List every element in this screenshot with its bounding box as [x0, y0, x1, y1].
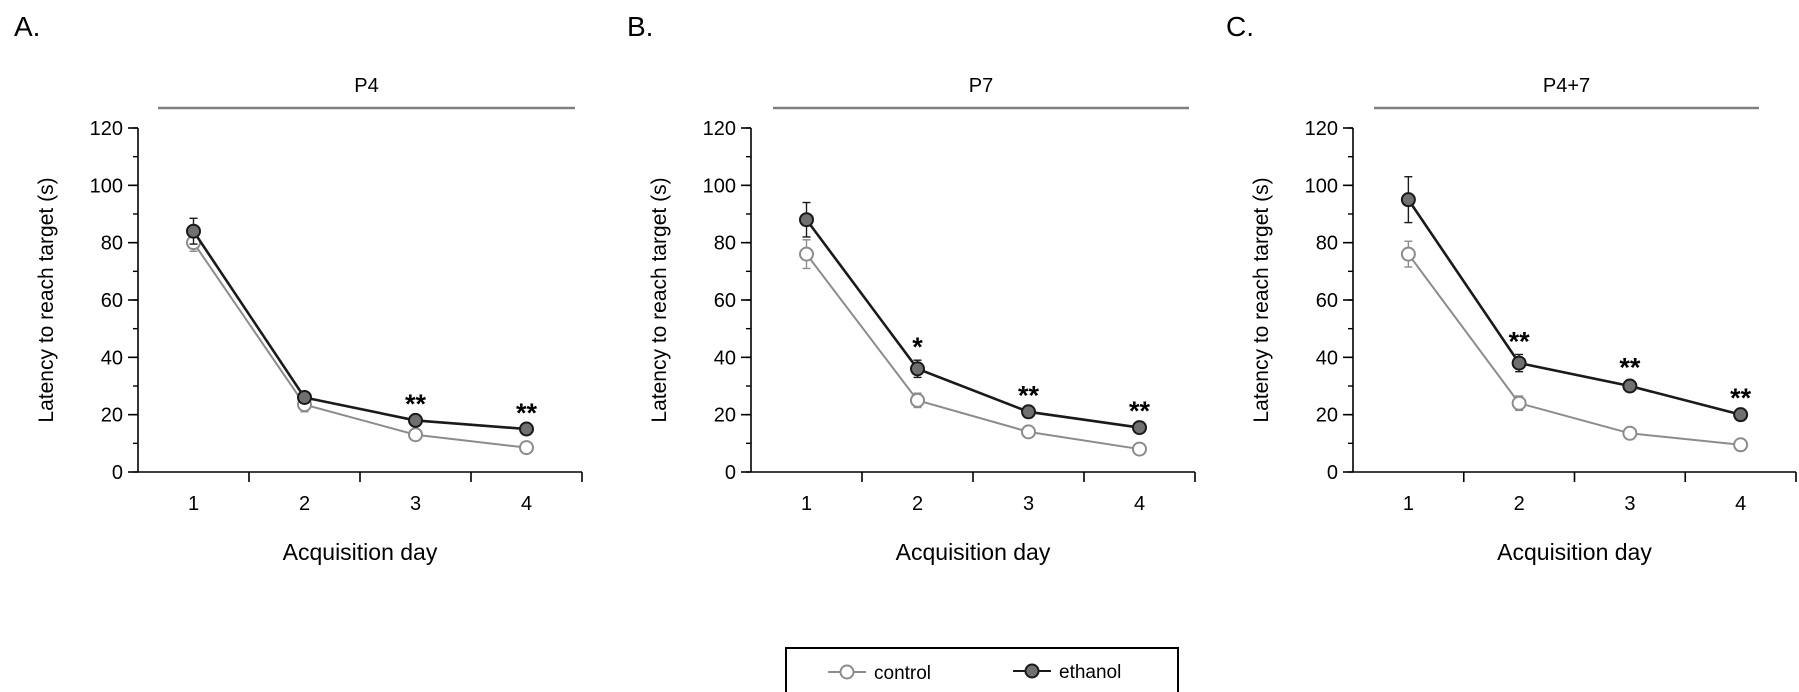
y-axis-label: Latency to reach target (s) — [1250, 177, 1273, 422]
data-point-ethanol — [1511, 355, 1527, 371]
y-tick-label: 60 — [101, 290, 123, 312]
y-tick-label: 120 — [90, 118, 123, 140]
legend-ethanol-marker — [1024, 663, 1040, 679]
data-point-control — [1733, 437, 1749, 453]
group-label: P4+7 — [1543, 75, 1590, 97]
x-axis-label: Acquisition day — [896, 539, 1051, 565]
y-tick-label: 100 — [90, 175, 123, 197]
x-tick-label: 4 — [521, 493, 532, 515]
data-point-ethanol — [1400, 192, 1416, 208]
x-tick-label: 1 — [1403, 493, 1414, 515]
x-tick-label: 4 — [1134, 493, 1145, 515]
x-axis-label: Acquisition day — [1497, 539, 1652, 565]
chart-panel: A. P4 0 20 40 60 80 100 120 Latency to reach targ… — [14, 11, 583, 565]
x-tick-label: 2 — [299, 493, 310, 515]
data-point-ethanol — [1733, 407, 1749, 423]
y-tick-label: 120 — [1305, 118, 1338, 140]
legend: control ethanol — [785, 647, 1179, 692]
y-tick-label: 100 — [703, 175, 736, 197]
y-tick-label: 120 — [703, 118, 736, 140]
data-point-control — [1511, 395, 1527, 411]
data-point-control — [519, 440, 534, 456]
data-point-ethanol — [408, 412, 423, 428]
y-tick-label: 60 — [714, 290, 736, 312]
data-point-control — [1400, 246, 1416, 262]
x-tick-label: 3 — [1023, 493, 1034, 515]
significance-marker: ** — [1509, 326, 1531, 356]
data-point-ethanol — [519, 421, 534, 437]
y-tick-label: 80 — [1316, 233, 1338, 255]
y-tick-label: 0 — [725, 462, 736, 484]
x-tick-label: 1 — [188, 493, 199, 515]
legend-control-label: control — [874, 663, 931, 684]
data-point-ethanol — [1021, 404, 1036, 420]
panel-label: A. — [14, 11, 40, 42]
significance-marker: ** — [1730, 383, 1752, 413]
legend-ethanol-label: ethanol — [1059, 662, 1121, 683]
x-tick-label: 4 — [1735, 493, 1746, 515]
series-line-control — [805, 253, 1140, 451]
data-point-control — [1132, 441, 1147, 457]
x-tick-label: 3 — [410, 493, 421, 515]
data-point-control — [1622, 425, 1638, 441]
y-tick-label: 20 — [714, 405, 736, 427]
y-tick-label: 40 — [101, 347, 123, 369]
significance-marker: * — [912, 332, 923, 362]
y-tick-label: 40 — [714, 347, 736, 369]
data-point-control — [910, 392, 925, 408]
significance-marker: ** — [1619, 352, 1641, 382]
data-point-ethanol — [1622, 378, 1638, 394]
x-tick-label: 2 — [912, 493, 923, 515]
chart-panel: C. P4+7 0 20 40 60 80 100 120 Latency to reach ta… — [1226, 11, 1797, 565]
y-tick-label: 0 — [112, 462, 123, 484]
significance-marker: ** — [1129, 396, 1151, 426]
x-tick-label: 1 — [801, 493, 812, 515]
significance-marker: ** — [405, 389, 427, 419]
y-tick-label: 20 — [101, 405, 123, 427]
y-tick-label: 100 — [1305, 175, 1338, 197]
y-tick-label: 0 — [1327, 462, 1338, 484]
series-line-control — [1407, 253, 1741, 446]
panel-label: B. — [627, 11, 653, 42]
x-axis-label: Acquisition day — [283, 539, 438, 565]
data-point-control — [408, 427, 423, 443]
y-tick-label: 80 — [101, 233, 123, 255]
y-axis-label: Latency to reach target (s) — [35, 177, 58, 422]
y-tick-label: 40 — [1316, 347, 1338, 369]
x-tick-label: 2 — [1514, 493, 1525, 515]
x-tick-label: 3 — [1624, 493, 1635, 515]
group-label: P4 — [354, 75, 378, 97]
data-point-control — [799, 246, 814, 262]
group-label: P7 — [969, 75, 993, 97]
y-axis-label: Latency to reach target (s) — [648, 177, 671, 422]
data-point-ethanol — [297, 389, 312, 405]
data-point-ethanol — [799, 212, 814, 228]
data-point-ethanol — [186, 223, 201, 239]
panel-label: C. — [1226, 11, 1254, 42]
data-point-control — [1021, 424, 1036, 440]
series-line-ethanol — [1407, 198, 1741, 416]
y-tick-label: 20 — [1316, 405, 1338, 427]
series-line-ethanol — [805, 218, 1140, 429]
series-line-ethanol — [192, 230, 527, 431]
data-point-ethanol — [1132, 420, 1147, 436]
chart-panel: B. P7 0 20 40 60 80 100 120 Latency to reach targ… — [627, 11, 1196, 565]
series-line-control — [192, 242, 527, 449]
legend-control-marker — [839, 664, 855, 680]
significance-marker: ** — [516, 398, 538, 428]
data-point-ethanol — [910, 361, 925, 377]
y-tick-label: 60 — [1316, 290, 1338, 312]
significance-marker: ** — [1018, 380, 1040, 410]
y-tick-label: 80 — [714, 233, 736, 255]
